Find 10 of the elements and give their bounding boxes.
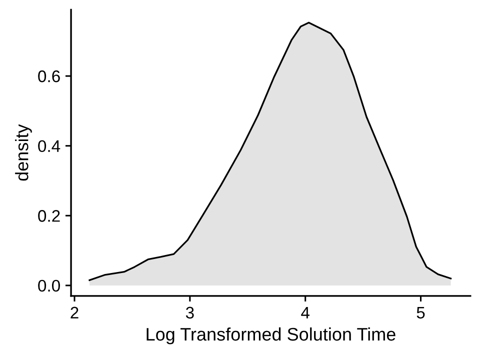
x-tick-label: 3 — [186, 306, 194, 319]
x-tick-label: 2 — [70, 306, 78, 318]
x-axis-title: Log Transformed Solution Time — [146, 327, 396, 344]
y-tick-label: 0.6 — [38, 70, 60, 82]
x-tick-label: 5 — [416, 306, 425, 319]
y-tick-label: 0.0 — [38, 280, 60, 292]
y-tick-label: 0.4 — [38, 140, 60, 152]
x-tick-label: 4 — [301, 306, 310, 318]
y-axis-title: density — [15, 124, 32, 181]
y-tick-label: 0.2 — [38, 210, 60, 222]
